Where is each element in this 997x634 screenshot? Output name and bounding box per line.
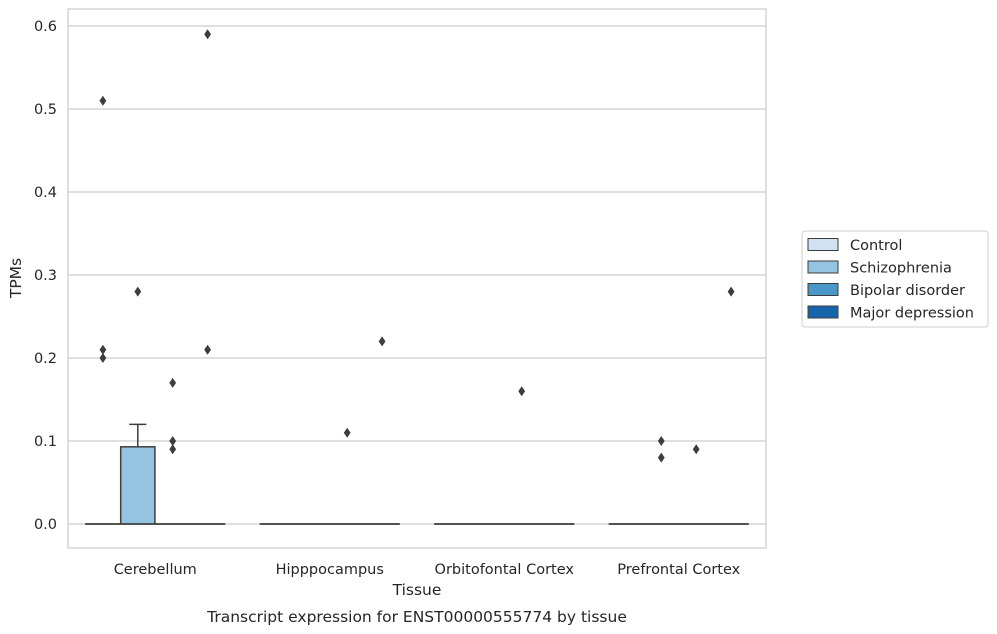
y-tick-label: 0.2	[34, 351, 57, 367]
chart-caption: Transcript expression for ENST0000055577…	[206, 608, 627, 626]
outliers	[99, 29, 735, 463]
y-axis-ticks: 0.0 0.1 0.2 0.3 0.4 0.5 0.6	[34, 19, 57, 533]
y-axis-label: TPMs	[7, 258, 25, 299]
outlier-point	[204, 29, 211, 40]
gridlines	[68, 25, 766, 525]
outlier-point	[99, 353, 107, 363]
outlier-point	[169, 436, 177, 446]
outlier-point	[169, 377, 177, 388]
y-tick-label: 0.6	[34, 19, 57, 35]
outlier-point	[378, 336, 386, 347]
y-tick-label: 0.0	[34, 517, 57, 533]
legend-label: Major depression	[850, 306, 974, 322]
x-axis-label: Tissue	[392, 581, 442, 599]
plot-area-frame	[67, 8, 767, 549]
x-axis-ticks: Cerebellum Hipppocampus Orbitofontal Corte…	[114, 562, 741, 578]
legend-label: Schizophrenia	[850, 261, 952, 277]
x-tick-label: Hipppocampus	[276, 562, 384, 578]
y-tick-label: 0.1	[34, 434, 57, 450]
legend-swatch	[807, 305, 839, 319]
boxes	[85, 423, 749, 525]
outlier-point	[727, 286, 735, 297]
x-tick-label: Cerebellum	[114, 562, 197, 578]
x-tick-label: Orbitofontal Cortex	[435, 562, 575, 578]
outlier-point	[657, 452, 665, 463]
legend-items: Control Schizophrenia Bipolar disorder Majo…	[807, 238, 974, 322]
legend-swatch	[807, 238, 839, 251]
outlier-point	[99, 95, 107, 106]
legend-swatch	[807, 260, 839, 274]
x-tick-label: Prefrontal Cortex	[617, 562, 740, 578]
y-tick-label: 0.5	[34, 102, 57, 118]
outlier-point	[99, 344, 107, 355]
outlier-point	[343, 427, 351, 438]
box-body	[119, 446, 156, 525]
legend-label: Control	[850, 238, 902, 254]
legend-label: Bipolar disorder	[850, 283, 965, 299]
legend-swatch	[807, 283, 839, 296]
outlier-point	[134, 286, 142, 297]
outlier-point	[692, 444, 700, 455]
legend-frame	[801, 230, 989, 328]
outlier-point	[518, 386, 526, 397]
y-tick-label: 0.4	[34, 185, 57, 201]
outlier-point	[657, 436, 665, 446]
box-schizophrenia	[119, 423, 156, 525]
outlier-point	[204, 344, 211, 355]
legend: Control Schizophrenia Bipolar disorder Majo…	[801, 230, 989, 328]
y-tick-label: 0.3	[34, 268, 57, 284]
outlier-point	[169, 444, 177, 455]
